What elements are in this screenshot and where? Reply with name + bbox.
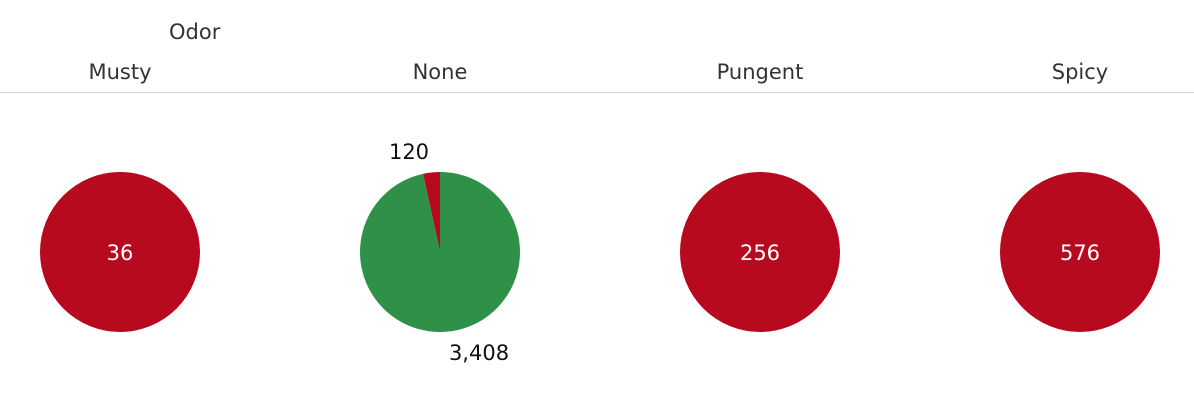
column-header-pungent: Pungent [716,60,804,84]
column-header-spicy: Spicy [1051,60,1109,84]
pie-slice-none-poisonous[interactable] [423,172,440,252]
pie-label-pungent-poisonous: 256 [740,241,780,265]
header-divider [0,92,1194,93]
pie-slice-spicy-poisonous[interactable] [1000,172,1160,332]
pie-label-none-edible: 3,408 [449,341,509,365]
column-field-title: Odor [169,20,221,44]
pie-label-none-poisonous: 120 [389,140,429,164]
pie-slice-musty-poisonous[interactable] [40,172,200,332]
column-header-musty: Musty [88,60,152,84]
pie-label-musty-poisonous: 36 [107,241,134,265]
pie-label-spicy-poisonous: 576 [1060,241,1100,265]
pie-slice-pungent-poisonous[interactable] [680,172,840,332]
column-header-none: None [412,60,468,84]
pie-slice-none-edible[interactable] [360,172,521,332]
